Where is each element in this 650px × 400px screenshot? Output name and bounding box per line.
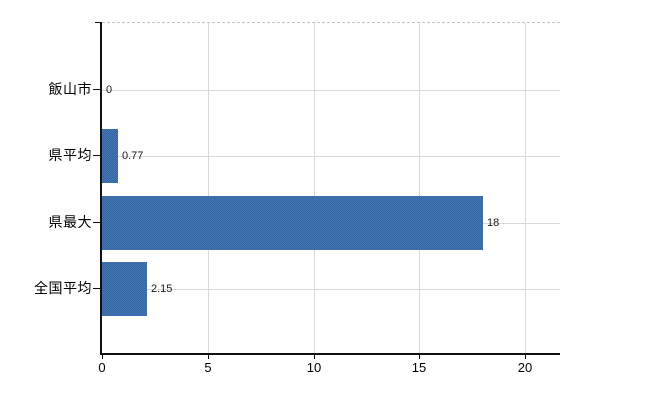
gridline-vertical — [525, 23, 526, 353]
x-tick-mark — [102, 355, 103, 359]
bar — [102, 196, 483, 250]
gridline-vertical — [314, 23, 315, 353]
x-tick-label: 0 — [98, 360, 106, 375]
x-tick-label: 20 — [517, 360, 533, 375]
x-tick-label: 10 — [306, 360, 322, 375]
bar-value-label: 0 — [106, 84, 113, 96]
category-label: 県平均 — [48, 147, 92, 163]
gridline-horizontal — [102, 289, 560, 290]
bar-value-label: 18 — [487, 217, 500, 229]
gridline-horizontal — [102, 90, 560, 91]
bar — [102, 262, 147, 316]
y-axis-top-tick — [95, 22, 101, 23]
category-label: 全国平均 — [34, 280, 92, 296]
x-tick-mark — [525, 355, 526, 359]
y-tick-mark — [93, 89, 101, 90]
gridline-horizontal — [102, 156, 560, 157]
bar-value-label: 2.15 — [151, 283, 173, 295]
bar-value-label: 0.77 — [122, 150, 144, 162]
x-tick-label: 5 — [204, 360, 212, 375]
x-tick-mark — [208, 355, 209, 359]
y-tick-mark — [93, 222, 101, 223]
x-axis-line — [100, 353, 560, 355]
x-tick-mark — [419, 355, 420, 359]
gridline-vertical — [208, 23, 209, 353]
plot-area: 0 0.77 18 2.15 — [102, 22, 560, 353]
y-axis-line — [100, 22, 102, 355]
category-label: 県最大 — [48, 214, 92, 230]
x-tick-mark — [314, 355, 315, 359]
y-tick-mark — [93, 288, 101, 289]
bar — [102, 129, 118, 183]
category-label: 飯山市 — [48, 81, 92, 97]
y-tick-mark — [93, 155, 101, 156]
x-tick-label: 15 — [411, 360, 427, 375]
gridline-vertical — [419, 23, 420, 353]
